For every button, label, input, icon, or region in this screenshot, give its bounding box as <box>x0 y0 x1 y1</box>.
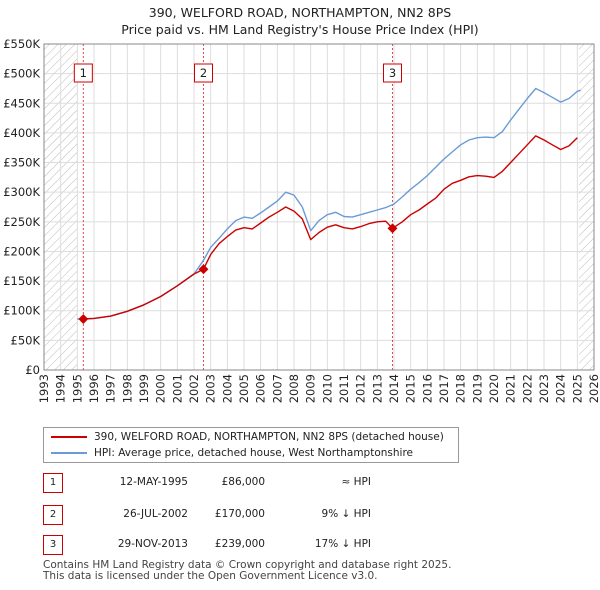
sale-hpi-comparison: ≈ HPI <box>341 476 371 488</box>
sale-date: 26-JUL-2002 <box>123 508 188 520</box>
sale-date: 12-MAY-1995 <box>119 476 188 488</box>
sale-marker-box <box>194 63 213 83</box>
x-tick-label: 2014 <box>387 374 401 403</box>
y-tick-label: £500K <box>3 67 40 81</box>
x-tick-label: 2002 <box>187 374 201 403</box>
legend-item-property: 390, WELFORD ROAD, NORTHAMPTON, NN2 8PS … <box>44 429 444 445</box>
x-tick-label: 2017 <box>437 374 451 403</box>
legend-item-hpi: HPI: Average price, detached house, West… <box>44 445 413 461</box>
x-tick-label: 2006 <box>254 374 268 403</box>
property-series-line <box>83 135 578 320</box>
sale-marker-label: 2 <box>200 66 207 80</box>
sale-point-marker <box>387 223 398 234</box>
x-tick-label: 2015 <box>404 374 418 403</box>
sale-number-badge: 2 <box>43 505 63 525</box>
legend-swatch-property <box>51 436 87 438</box>
footer-licence: This data is licensed under the Open Gov… <box>43 570 378 582</box>
y-tick-label: £0 <box>25 363 40 377</box>
x-tick-label: 1997 <box>104 374 118 403</box>
x-tick-label: 2004 <box>220 374 234 403</box>
x-tick-label: 2009 <box>304 374 318 403</box>
x-tick-label: 2000 <box>154 374 168 403</box>
hatched-region <box>579 44 594 370</box>
sale-price: £239,000 <box>214 538 265 550</box>
y-tick-label: £400K <box>3 126 40 140</box>
x-tick-label: 2016 <box>420 374 434 403</box>
x-tick-label: 1993 <box>37 374 51 403</box>
sale-number-badge: 1 <box>43 473 63 493</box>
chart-title: 390, WELFORD ROAD, NORTHAMPTON, NN2 8PS … <box>0 4 600 38</box>
sale-price: £86,000 <box>221 476 265 488</box>
plot-frame <box>43 43 595 371</box>
sale-marker-label: 1 <box>80 66 87 80</box>
title-line-1: 390, WELFORD ROAD, NORTHAMPTON, NN2 8PS <box>148 5 452 20</box>
x-tick-label: 2010 <box>320 374 334 403</box>
legend-label-property: 390, WELFORD ROAD, NORTHAMPTON, NN2 8PS … <box>94 431 444 443</box>
x-tick-label: 1998 <box>120 374 134 403</box>
x-tick-label: 2020 <box>487 374 501 403</box>
x-tick-label: 2019 <box>470 374 484 403</box>
x-tick-label: 2022 <box>520 374 534 403</box>
footer: Contains HM Land Registry data © Crown c… <box>43 560 451 582</box>
sale-marker-label: 3 <box>389 66 396 80</box>
footer-copyright: Contains HM Land Registry data © Crown c… <box>43 559 452 571</box>
x-tick-label: 1996 <box>87 374 101 403</box>
legend-swatch-hpi <box>51 452 87 454</box>
sale-marker-box <box>383 63 402 83</box>
x-tick-label: 2025 <box>570 374 584 403</box>
sale-marker-box <box>73 63 93 83</box>
x-tick-label: 2008 <box>287 374 301 403</box>
y-tick-label: £550K <box>3 37 40 51</box>
sale-date: 29-NOV-2013 <box>117 538 188 550</box>
sale-point-marker <box>198 264 209 275</box>
sale-price: £170,000 <box>214 508 265 520</box>
x-tick-label: 2007 <box>270 374 284 403</box>
x-tick-label: 2021 <box>504 374 518 403</box>
x-tick-label: 2012 <box>354 374 368 403</box>
sale-number-badge: 3 <box>43 535 63 555</box>
x-tick-label: 2024 <box>554 374 568 403</box>
x-tick-label: 2013 <box>370 374 384 403</box>
sale-hpi-comparison: 17% ↓ HPI <box>314 538 371 550</box>
x-tick-label: 2011 <box>337 374 351 403</box>
x-tick-label: 2026 <box>587 374 600 403</box>
legend: 390, WELFORD ROAD, NORTHAMPTON, NN2 8PS … <box>43 427 459 463</box>
y-tick-label: £150K <box>3 274 40 288</box>
hpi-series-line <box>77 87 581 320</box>
y-tick-label: £450K <box>3 96 40 110</box>
x-tick-label: 1999 <box>137 374 151 403</box>
x-tick-label: 2023 <box>537 374 551 403</box>
y-tick-label: £100K <box>3 304 40 318</box>
y-tick-label: £350K <box>3 156 40 170</box>
x-tick-label: 2005 <box>237 374 251 403</box>
y-tick-label: £250K <box>3 215 40 229</box>
chart: 1 2 3 £0 £50K £100K £150K £200K £250K £300K £350K… <box>3 37 600 403</box>
y-tick-label: £50K <box>11 333 41 347</box>
y-tick-label: £300K <box>3 185 40 199</box>
x-tick-label: 1994 <box>54 374 68 403</box>
y-tick-label: £200K <box>3 244 40 258</box>
x-tick-label: 2003 <box>204 374 218 403</box>
x-tick-label: 2001 <box>170 374 184 403</box>
title-line-2: Price paid vs. HM Land Registry's House … <box>121 22 479 37</box>
legend-label-hpi: HPI: Average price, detached house, West… <box>94 447 413 459</box>
sale-hpi-comparison: 9% ↓ HPI <box>321 508 371 520</box>
sale-point-marker <box>78 314 89 324</box>
x-tick-label: 2018 <box>454 374 468 403</box>
x-tick-label: 1995 <box>70 374 84 403</box>
